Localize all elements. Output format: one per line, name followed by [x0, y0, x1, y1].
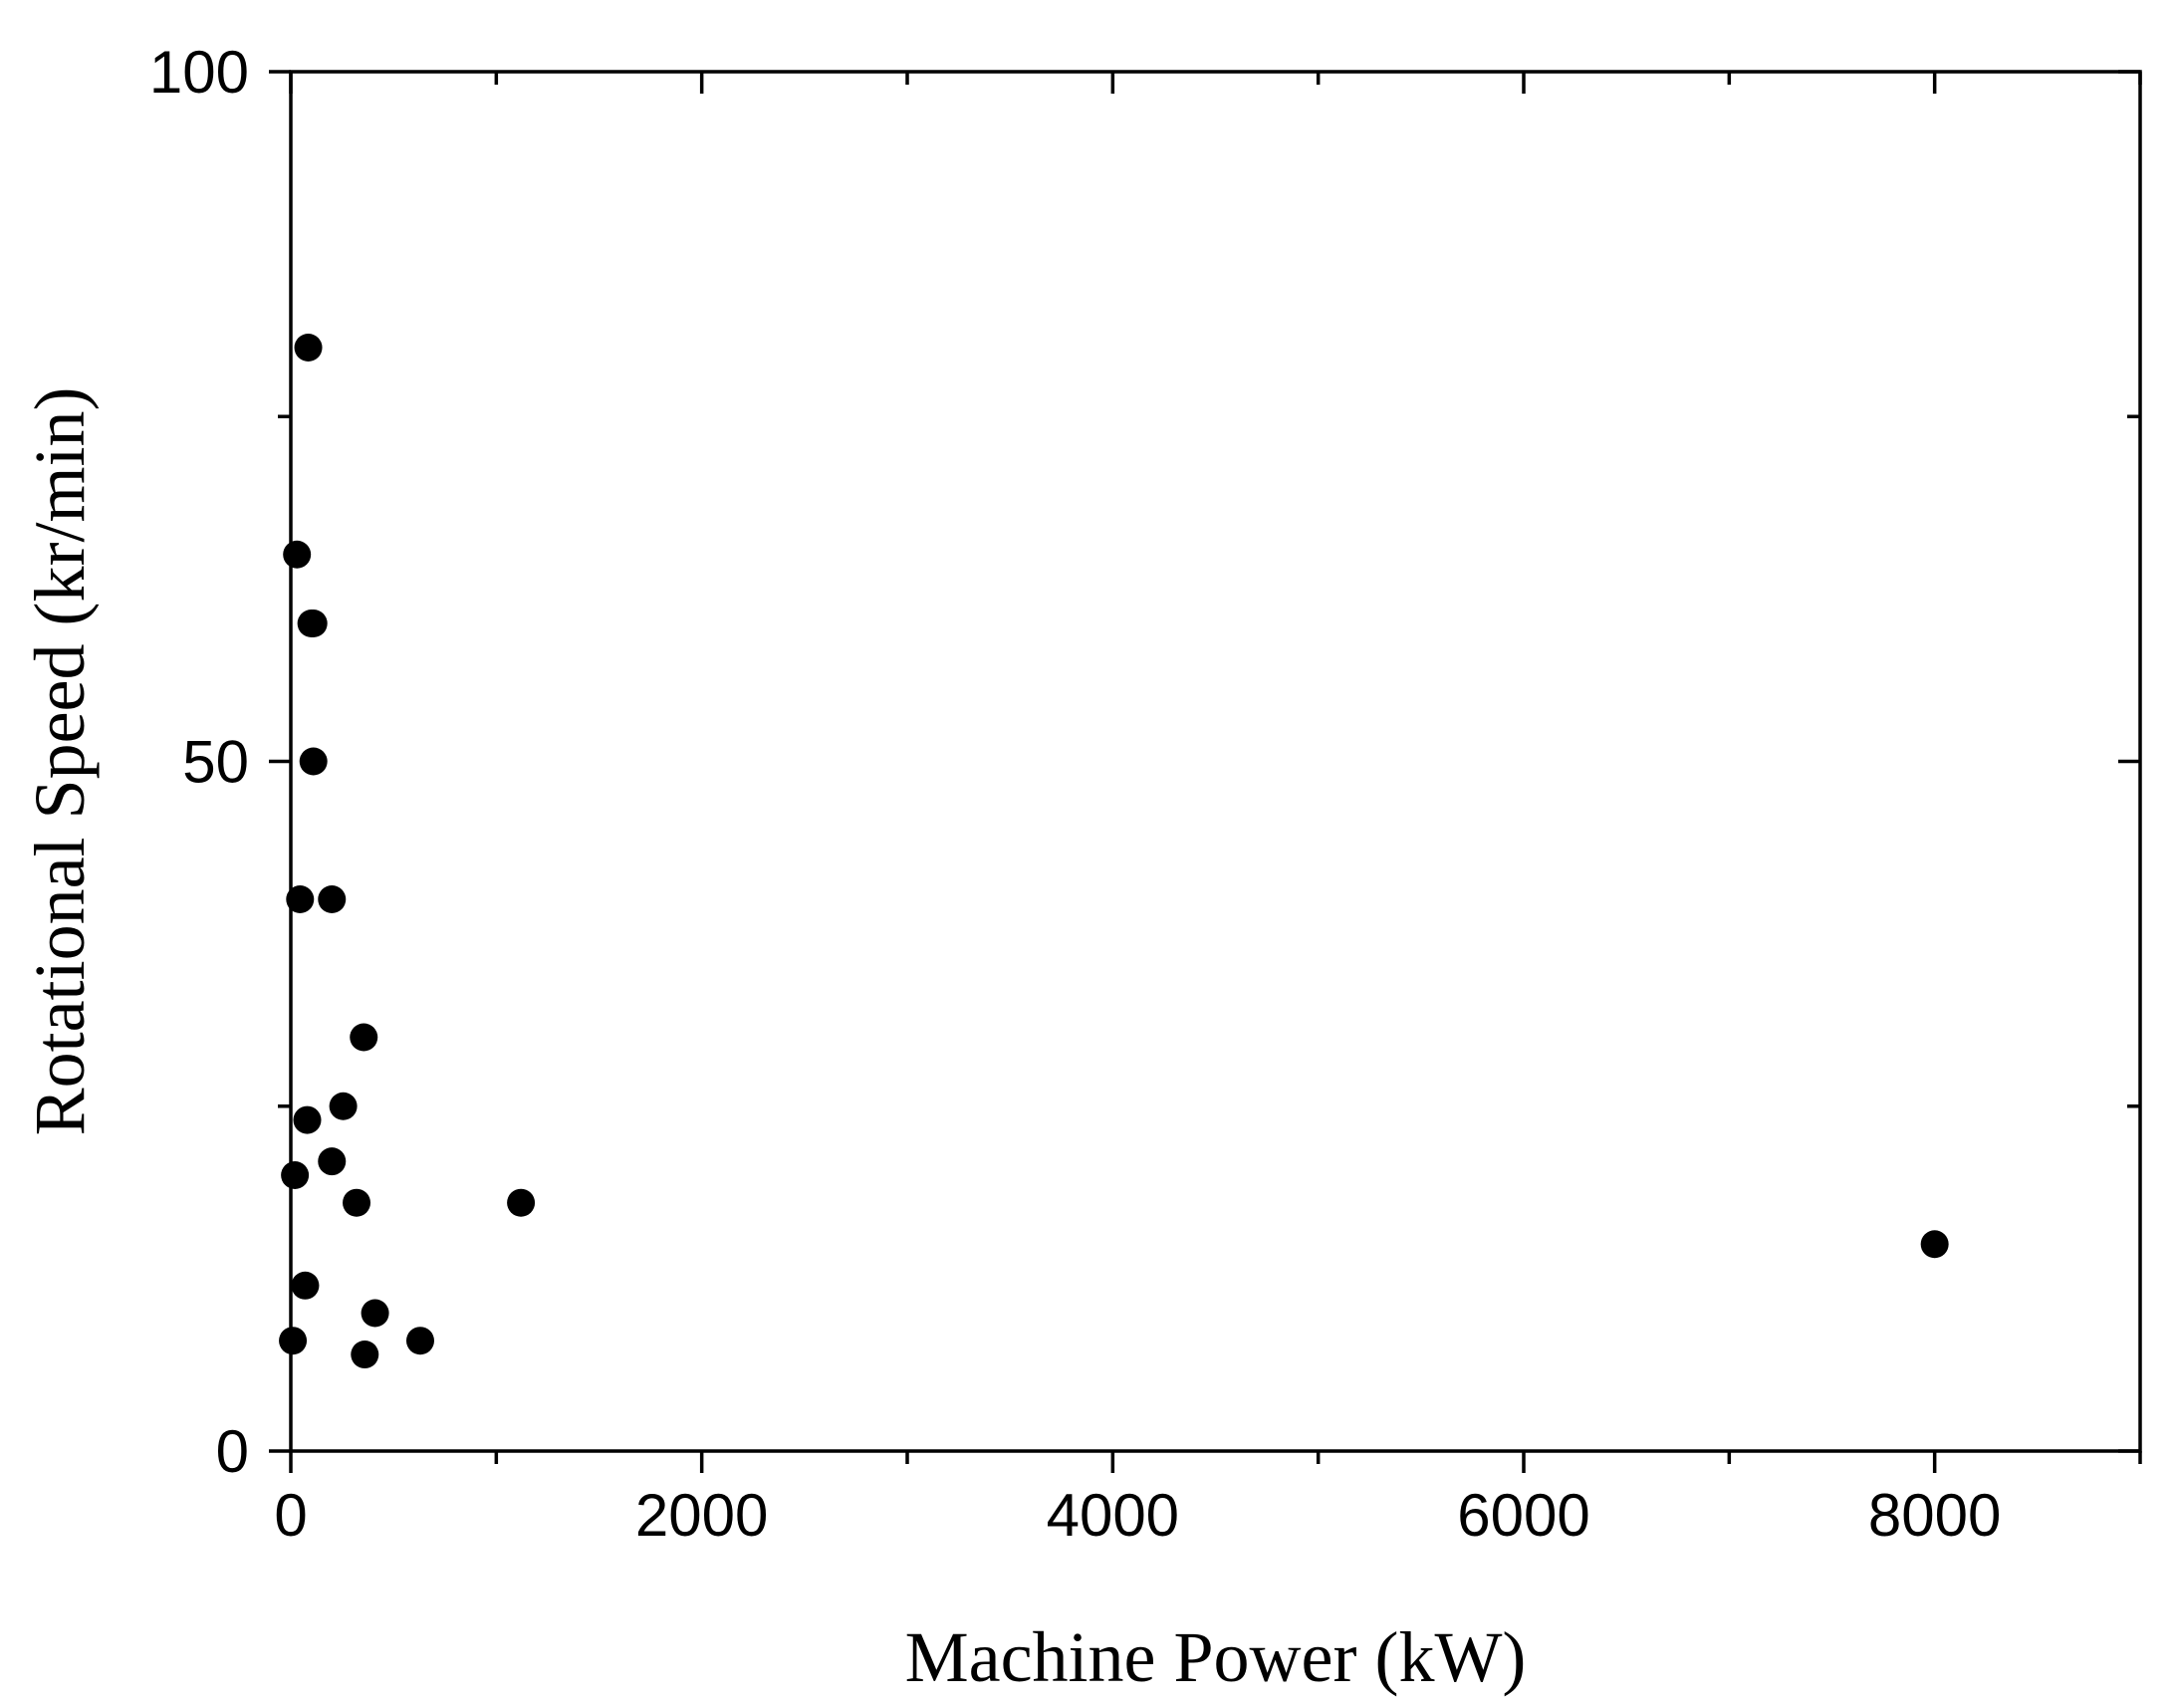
y-tick-label: 50	[182, 729, 249, 796]
y-axis-title: Rotational Speed (kr/min)	[20, 387, 100, 1136]
x-tick-label: 4000	[1047, 1482, 1179, 1549]
data-point	[279, 1327, 308, 1355]
data-point	[286, 885, 315, 913]
data-point	[361, 1299, 389, 1328]
data-point	[343, 1188, 371, 1217]
y-tick-label: 0	[216, 1418, 249, 1485]
x-tick-labels: 0 2000 4000 6000 8000	[274, 1482, 2001, 1549]
data-point	[329, 1092, 358, 1120]
data-point	[293, 1105, 322, 1134]
data-point	[351, 1341, 379, 1369]
x-tick-label: 2000	[635, 1482, 768, 1549]
x-tick-label: 8000	[1868, 1482, 2001, 1549]
x-axis-title: Machine Power (kW)	[905, 1617, 1527, 1697]
data-point	[299, 747, 328, 776]
data-point	[507, 1188, 536, 1217]
data-point	[299, 610, 328, 637]
data-point	[281, 1161, 310, 1189]
x-tick-label: 0	[274, 1482, 307, 1549]
data-point	[318, 1147, 347, 1176]
data-points	[279, 334, 1949, 1369]
x-tick-label: 6000	[1457, 1482, 1589, 1549]
y-tick-labels: 0 50 100	[149, 39, 249, 1485]
plot-frame	[289, 70, 2142, 1453]
y-tick-label: 100	[149, 39, 249, 106]
data-point	[294, 334, 323, 362]
data-point	[405, 1327, 434, 1355]
data-point	[291, 1271, 320, 1300]
data-point	[318, 885, 347, 913]
data-point	[1920, 1230, 1949, 1259]
data-point	[283, 540, 312, 569]
data-point	[350, 1023, 378, 1052]
